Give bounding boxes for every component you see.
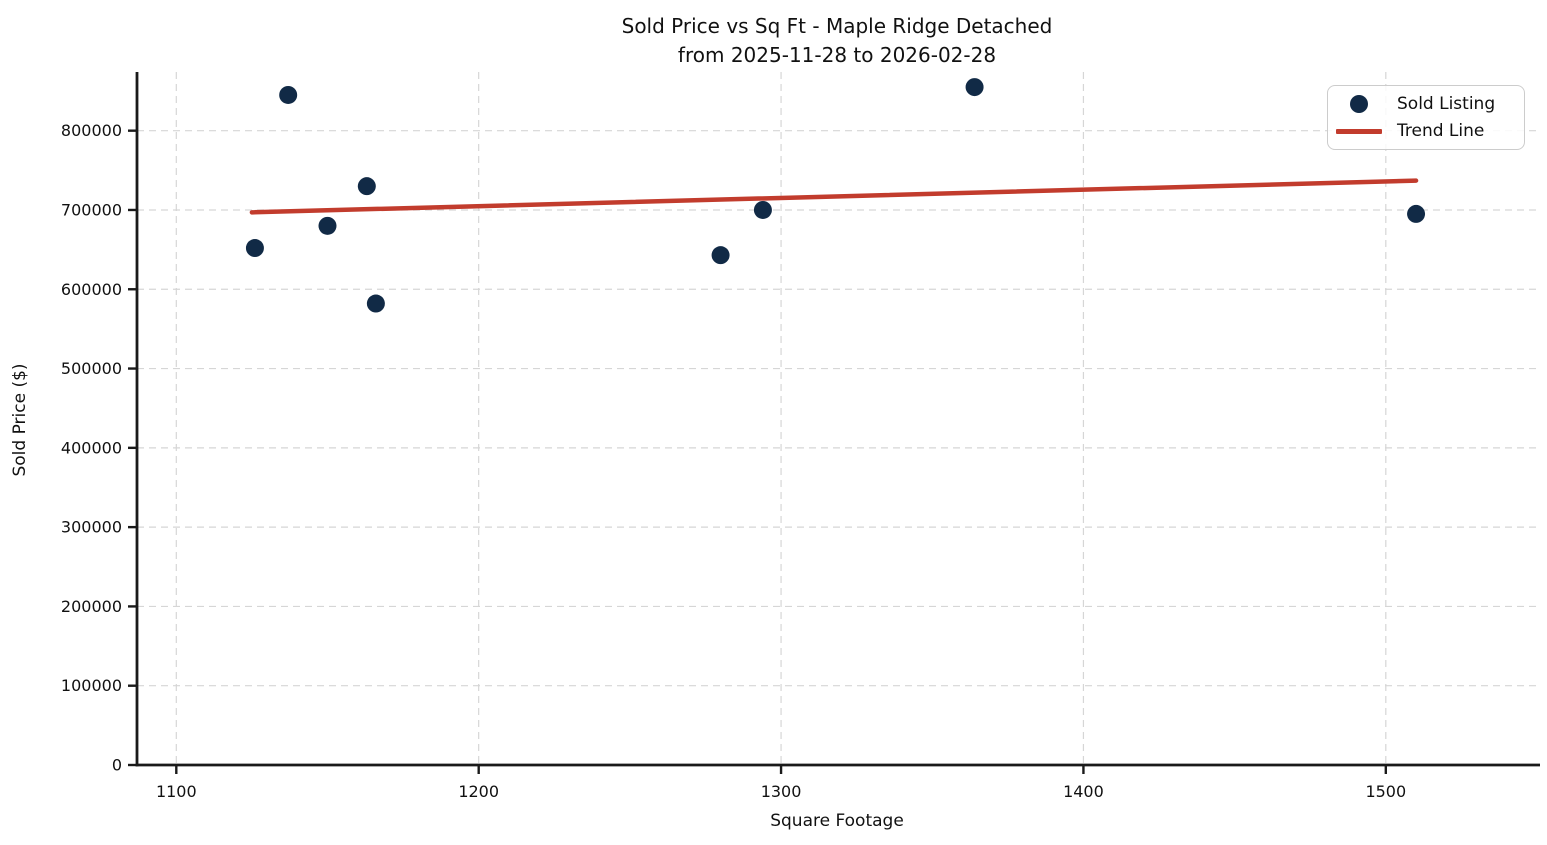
legend-item-sold-listing: Sold Listing — [1336, 90, 1514, 117]
x-tick-label: 1200 — [458, 782, 499, 801]
data-point — [965, 78, 984, 97]
data-point — [366, 294, 385, 313]
chart-title-line2: from 2025-11-28 to 2026-02-28 — [678, 43, 996, 67]
data-point — [279, 85, 298, 104]
x-axis-label: Square Footage — [770, 811, 904, 831]
legend-label-trend-line: Trend Line — [1397, 121, 1485, 142]
data-point — [753, 200, 772, 219]
x-tick-label: 1100 — [156, 782, 197, 801]
y-axis-label: Sold Price ($) — [10, 363, 30, 476]
y-tick-label: 700000 — [61, 200, 122, 219]
data-point — [245, 239, 264, 258]
y-tick-label: 800000 — [61, 121, 122, 140]
trend-line-marker-icon — [1336, 128, 1382, 134]
legend-marker-box — [1336, 94, 1382, 113]
series-layer — [245, 78, 1426, 313]
x-tick-label: 1500 — [1365, 782, 1406, 801]
axis-layer: 1100 1200 1300 1400 1500 0 100000 200000 300000 4… — [61, 72, 1540, 801]
y-tick-label: 400000 — [61, 438, 122, 457]
sold-listing-marker-icon — [1350, 94, 1368, 113]
x-tick-label: 1400 — [1063, 782, 1104, 801]
legend-item-trend-line: Trend Line — [1336, 118, 1514, 145]
legend-marker-box — [1336, 128, 1382, 134]
data-point — [357, 177, 376, 196]
y-tick-label: 200000 — [61, 597, 122, 616]
y-tick-label: 0 — [112, 756, 122, 775]
y-tick-label: 100000 — [61, 676, 122, 695]
chart-title-line1: Sold Price vs Sq Ft - Maple Ridge Detach… — [622, 14, 1053, 38]
y-tick-label: 600000 — [61, 280, 122, 299]
legend: Sold Listing Trend Line — [1327, 85, 1525, 150]
trend-line — [249, 178, 1419, 215]
data-point — [711, 246, 730, 265]
data-point — [318, 216, 337, 235]
grid-layer — [137, 72, 1537, 766]
x-tick-label: 1300 — [761, 782, 802, 801]
y-tick-label: 500000 — [61, 359, 122, 378]
legend-label-sold-listing: Sold Listing — [1397, 93, 1496, 114]
y-tick-label: 300000 — [61, 518, 122, 537]
data-point — [1407, 204, 1426, 223]
